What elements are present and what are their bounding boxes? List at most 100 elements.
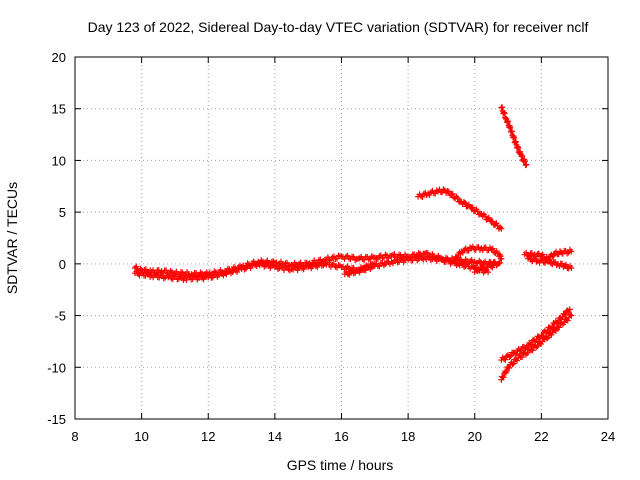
data-point — [223, 271, 230, 278]
x-tick-label: 10 — [134, 429, 148, 444]
data-point — [567, 311, 574, 318]
data-point — [209, 274, 216, 281]
data-point — [471, 269, 478, 276]
data-point — [568, 312, 575, 319]
x-tick-label: 18 — [401, 429, 415, 444]
data-point — [564, 317, 571, 324]
data-point — [534, 343, 541, 350]
data-point — [448, 191, 455, 198]
data-point — [142, 266, 149, 273]
data-point — [439, 255, 446, 262]
data-point — [460, 199, 467, 206]
y-tick-label: 10 — [52, 153, 66, 168]
data-point — [539, 251, 546, 258]
y-tick-label: -5 — [54, 309, 66, 324]
x-tick-label: 14 — [268, 429, 282, 444]
data-point — [501, 110, 508, 117]
series-loop — [451, 243, 505, 276]
data-point — [523, 161, 530, 168]
data-point — [507, 353, 514, 360]
y-tick-label: 20 — [52, 50, 66, 65]
data-point — [538, 341, 545, 348]
data-point — [545, 334, 552, 341]
chart-title: Day 123 of 2022, Sidereal Day-to-day VTE… — [88, 19, 589, 35]
x-tick-label: 12 — [201, 429, 215, 444]
data-point — [497, 224, 504, 231]
data-point — [515, 144, 522, 151]
data-point — [485, 269, 492, 276]
x-tick-label: 8 — [71, 429, 78, 444]
data-point — [462, 200, 469, 207]
y-axis-label: SDTVAR / TECUs — [4, 182, 20, 294]
data-point — [449, 190, 456, 197]
plot-frame — [74, 56, 609, 420]
data-point — [538, 332, 545, 339]
data-point — [519, 354, 526, 361]
data-point — [521, 158, 528, 165]
data-point — [491, 249, 498, 256]
data-point — [500, 374, 507, 381]
data-point — [472, 266, 479, 273]
x-tick-label: 16 — [334, 429, 348, 444]
y-tick-label: 0 — [59, 257, 66, 272]
data-point — [498, 225, 505, 232]
y-tick-label: 15 — [52, 102, 66, 117]
y-tick-label: -15 — [47, 412, 66, 427]
data-point — [445, 188, 452, 195]
data-point — [563, 261, 570, 268]
data-point — [333, 255, 340, 262]
data-point — [506, 365, 513, 372]
data-point — [497, 255, 504, 262]
data-series — [131, 104, 575, 383]
data-point — [510, 360, 517, 367]
data-point — [513, 350, 520, 357]
series-high-arc — [415, 186, 505, 232]
series-steep-decline — [498, 104, 530, 169]
data-point — [568, 264, 575, 271]
data-point — [529, 347, 536, 354]
data-point — [509, 361, 516, 368]
tick-labels: 8 10 12 14 16 18 20 22 24 -15 -10 -5 0 5 10 15 20 — [47, 50, 615, 444]
series-rising-arc — [341, 253, 492, 278]
series-late-segment-upper — [521, 246, 575, 263]
data-point — [552, 327, 559, 334]
data-point — [556, 324, 563, 331]
data-point — [489, 245, 496, 252]
series-negative-climb-lower — [498, 311, 575, 383]
data-point — [549, 253, 556, 260]
x-tick-label: 24 — [601, 429, 615, 444]
y-tick-label: -10 — [47, 360, 66, 375]
data-point — [519, 152, 526, 159]
x-tick-label: 20 — [468, 429, 482, 444]
data-point — [350, 264, 357, 271]
data-point — [543, 335, 550, 342]
data-point — [499, 104, 506, 111]
data-point — [533, 344, 540, 351]
series-lower-band — [131, 259, 378, 284]
data-point — [362, 267, 369, 274]
data-point — [454, 195, 461, 202]
series-late-segment-lower — [525, 254, 575, 272]
data-point — [440, 186, 447, 193]
data-point — [566, 306, 573, 313]
data-point — [503, 368, 510, 375]
data-point — [489, 218, 496, 225]
data-point — [493, 220, 500, 227]
data-point — [502, 356, 509, 363]
data-point — [137, 265, 144, 272]
y-tick-label: 5 — [59, 205, 66, 220]
data-point — [488, 246, 495, 253]
data-point — [454, 254, 461, 261]
data-point — [485, 214, 492, 221]
data-point — [568, 248, 575, 255]
data-point — [513, 357, 520, 364]
data-point — [419, 194, 426, 201]
data-point — [500, 109, 507, 116]
data-point — [506, 354, 513, 361]
data-point — [524, 349, 531, 356]
data-point — [514, 143, 521, 150]
data-point — [469, 204, 476, 211]
x-tick-label: 22 — [534, 429, 548, 444]
